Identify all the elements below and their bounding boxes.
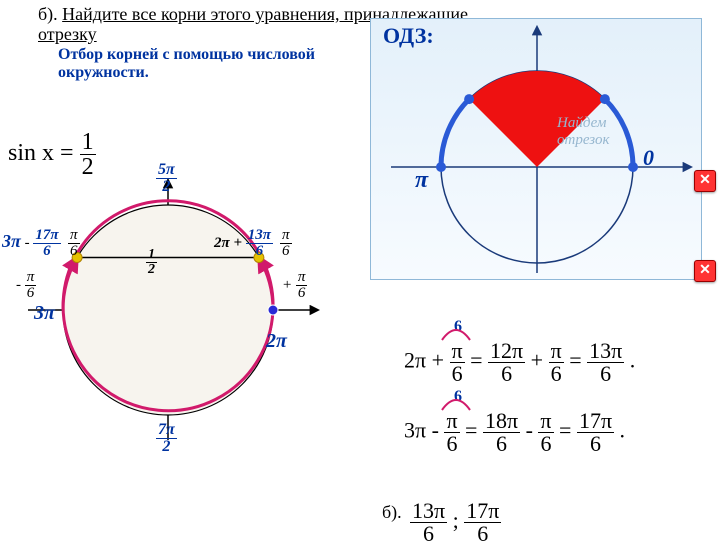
- lbl-2pi-plus: 2π + 13π6 π6: [214, 228, 273, 259]
- eq-eq: =: [60, 140, 74, 166]
- answer-label: б).: [382, 502, 402, 523]
- main-circle: 5π2 7π2 2π 3π 12 2π + 13π6 π6 + π6 3π - …: [8, 170, 338, 470]
- lbl-half: 12: [146, 248, 157, 277]
- lbl-7pi2: 7π2: [156, 422, 177, 455]
- odz-panel: ОДЗ: 0 π Найдем отрезок: [370, 18, 702, 280]
- lbl-plus-pi6: + π6: [282, 270, 307, 301]
- lbl-3pi-minus: 3π - 17π6 π6: [2, 228, 61, 259]
- subtitle: Отбор корней с помощью числовой окружнос…: [58, 46, 315, 82]
- task-line2: отрезку: [38, 24, 97, 45]
- lbl-minus-pi6: - π6: [16, 270, 36, 301]
- task-text2: отрезку: [38, 24, 97, 44]
- odz-faded: Найдем отрезок: [557, 115, 609, 149]
- odz-pi: π: [415, 167, 428, 194]
- lbl-3pi: 3π: [34, 302, 55, 325]
- odz-title: ОДЗ:: [383, 23, 434, 49]
- calc-line-1: 6 2π + π6 = 12π6 + π6 = 13π6 .: [404, 340, 635, 385]
- odz-zero: 0: [643, 145, 654, 171]
- eq-lhs: sin x: [8, 140, 54, 166]
- close-button-1[interactable]: ✕: [694, 170, 716, 192]
- lbl-5pi2: 5π2: [156, 162, 177, 195]
- lbl-2pi: 2π: [266, 330, 287, 353]
- task-b: б).: [38, 4, 58, 24]
- calc-line-2: 6 3π - π6 = 18π6 - π6 = 17π6 .: [404, 410, 625, 455]
- answer: 13π6 ; 17π6: [410, 500, 501, 545]
- close-button-2[interactable]: ✕: [694, 260, 716, 282]
